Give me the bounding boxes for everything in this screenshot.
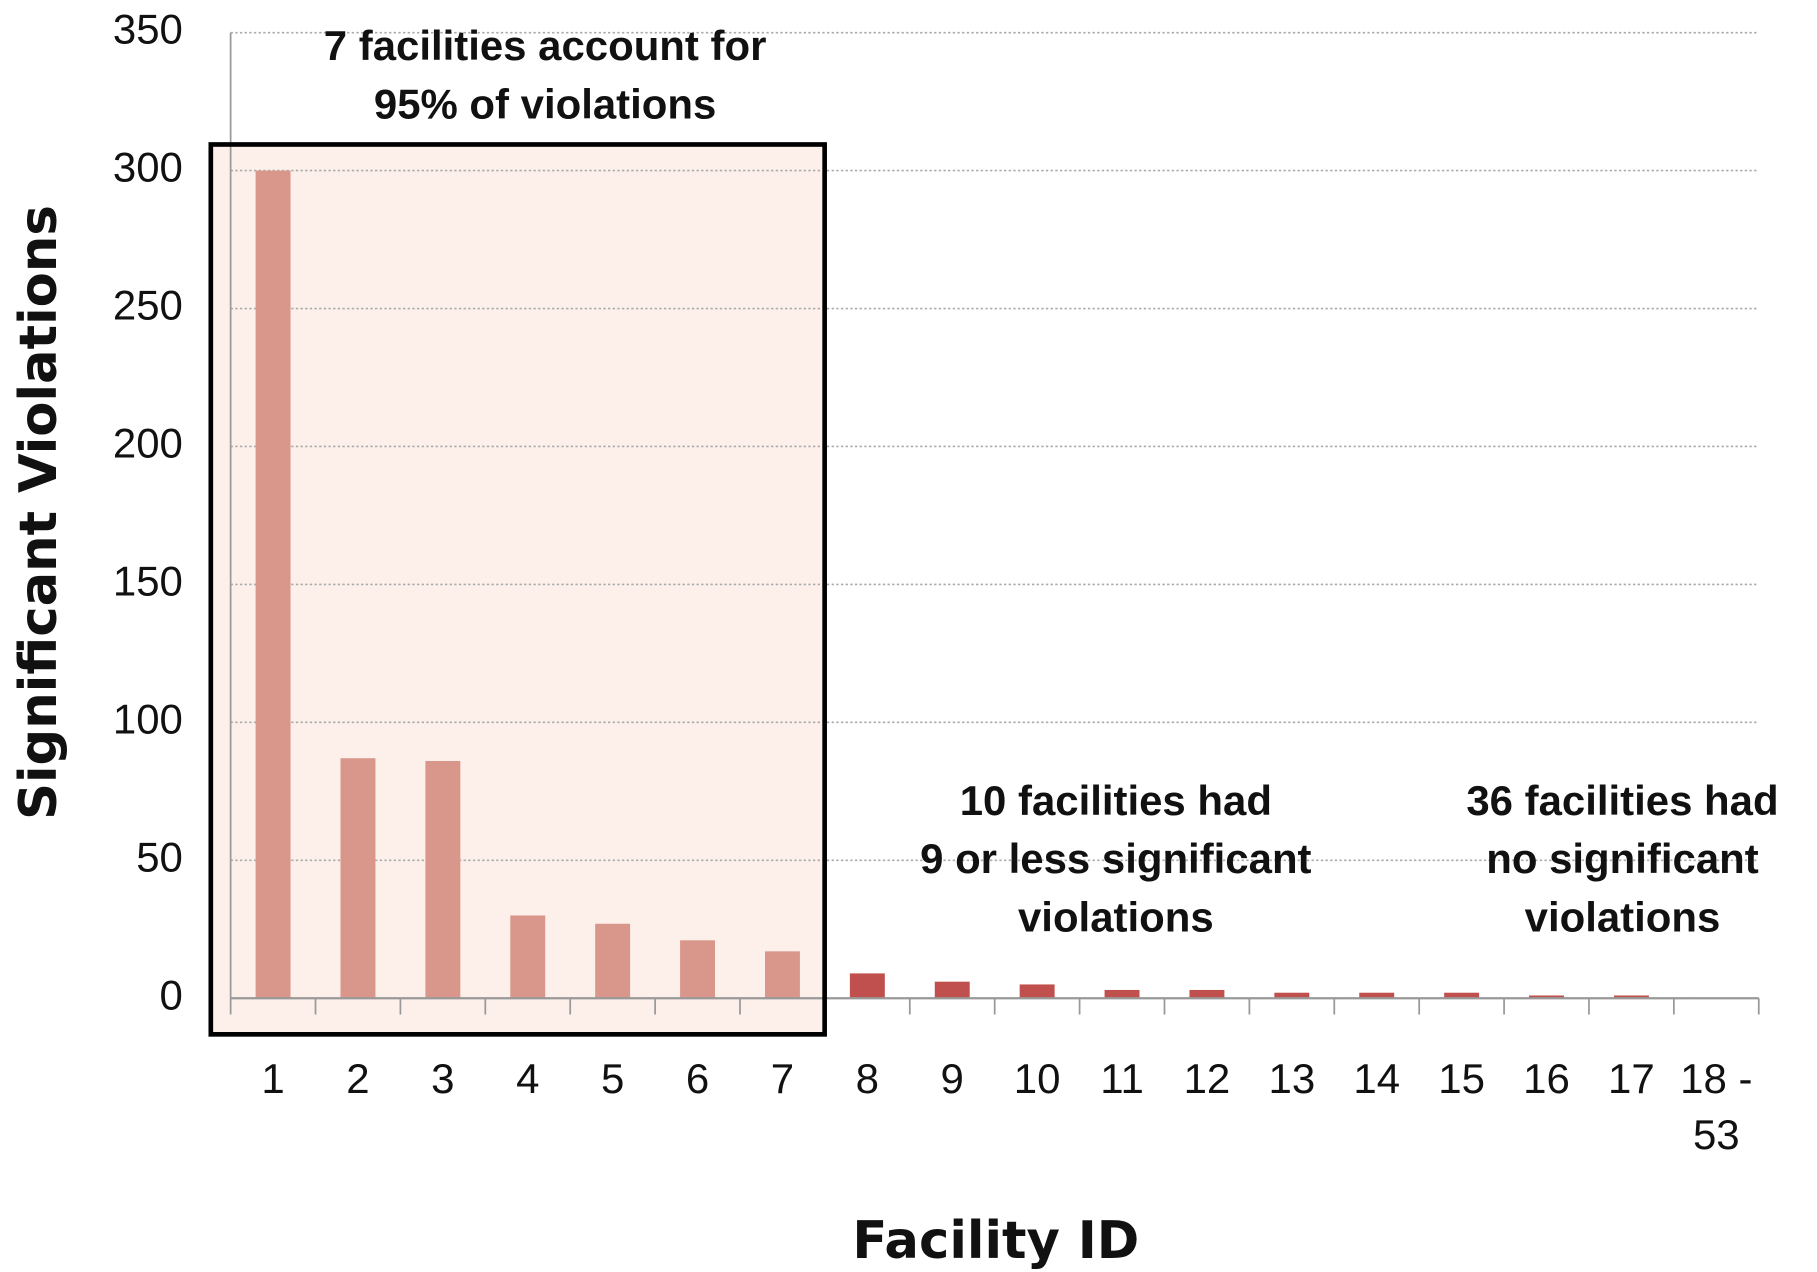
- bar: [680, 940, 716, 999]
- bar: [1444, 992, 1480, 999]
- highlight-box: [210, 144, 825, 1035]
- bar: [1104, 989, 1140, 999]
- annotation: 9 or less significant: [920, 835, 1311, 882]
- x-tick-label: 10: [1013, 1054, 1061, 1102]
- x-tick-label: 17: [1608, 1054, 1655, 1102]
- bar: [1359, 992, 1395, 999]
- x-tick-label: 12: [1183, 1054, 1231, 1102]
- x-tick-label: 6: [685, 1054, 710, 1102]
- y-axis-label: Significant Violations: [9, 205, 69, 820]
- bar: [849, 973, 885, 999]
- x-tick-label: 15: [1438, 1054, 1485, 1102]
- bar: [764, 951, 800, 999]
- x-tick-label: 14: [1353, 1054, 1401, 1102]
- bar: [1613, 995, 1649, 999]
- x-tick-label: 3: [431, 1054, 455, 1102]
- x-tick-label: 4: [516, 1054, 540, 1102]
- y-tick-label: 250: [113, 282, 183, 329]
- bar: [934, 981, 970, 999]
- x-tick-label: 2: [346, 1054, 370, 1102]
- highlight-border: [208, 142, 827, 1037]
- annotation: violations: [1018, 893, 1214, 940]
- x-tick-label: 7: [770, 1054, 795, 1102]
- y-tick-label: 200: [113, 420, 183, 467]
- y-tick-label: 150: [113, 557, 183, 604]
- x-axis-label: Facility ID: [852, 1211, 1139, 1271]
- x-tick-label: 5: [600, 1054, 625, 1102]
- y-tick-label: 100: [113, 695, 183, 742]
- x-tick-label: 13: [1268, 1054, 1316, 1102]
- x-tick-label: 9: [940, 1054, 964, 1102]
- annotation: no significant: [1486, 835, 1759, 882]
- y-tick-label: 300: [113, 144, 183, 191]
- annotation: 36 facilities had: [1466, 777, 1778, 824]
- bar: [1274, 992, 1310, 999]
- bar: [1019, 984, 1055, 999]
- y-tick-label: 350: [113, 6, 183, 53]
- x-tick-label: 1: [261, 1054, 285, 1102]
- bar: [510, 915, 546, 999]
- annotation: violations: [1525, 893, 1721, 940]
- x-tick-label: 8: [855, 1054, 880, 1102]
- bar: [595, 923, 631, 999]
- annotation: 10 facilities had: [960, 777, 1272, 824]
- x-tick-label: 11: [1100, 1054, 1144, 1102]
- bar: [425, 760, 461, 999]
- y-tick-label: 0: [160, 971, 183, 1018]
- annotation: 95% of violations: [374, 80, 716, 127]
- bar: [255, 170, 291, 999]
- x-tick-label: 18 - 53: [1680, 1054, 1753, 1159]
- bar: [340, 758, 376, 999]
- x-tick-label: 16: [1523, 1054, 1570, 1102]
- y-tick-label: 50: [136, 833, 183, 880]
- bar: [1529, 995, 1564, 999]
- bar: [1189, 989, 1225, 999]
- annotation: 7 facilities account for: [324, 22, 767, 69]
